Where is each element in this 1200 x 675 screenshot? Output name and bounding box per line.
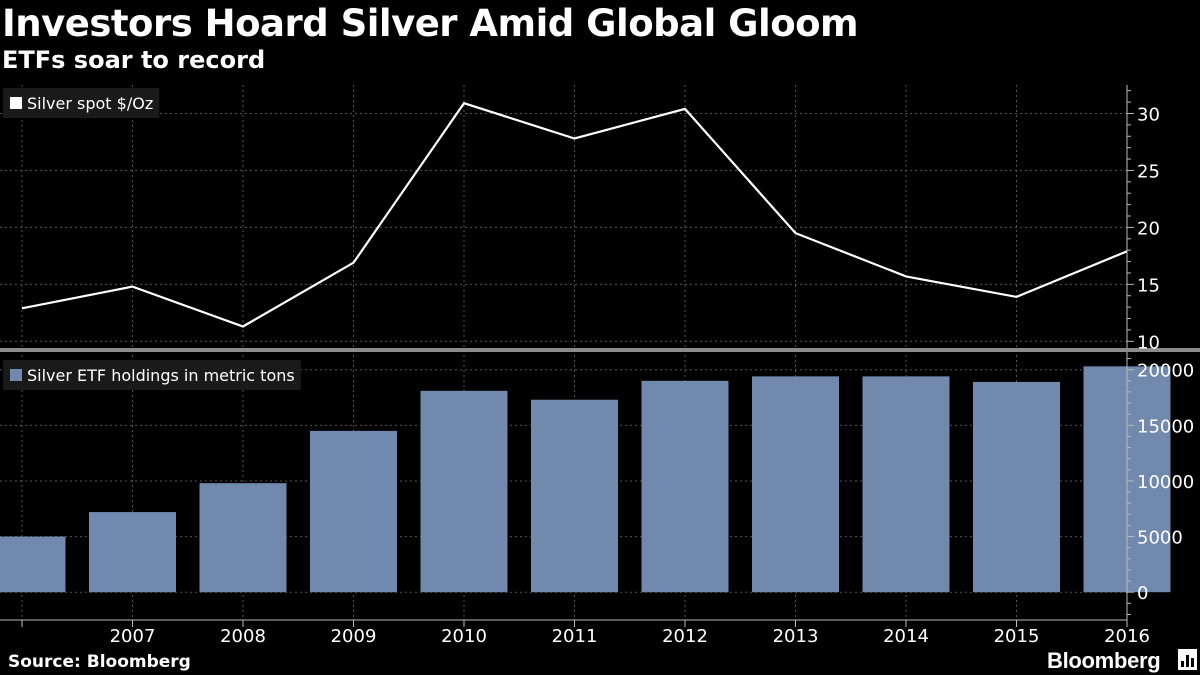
x-tick-label: 2014: [883, 626, 929, 647]
x-tick-label: 2010: [441, 626, 487, 647]
line-y-tick-label: 20: [1137, 218, 1160, 239]
holdings-bar: [531, 399, 618, 593]
bar-y-tick-label: 10000: [1137, 472, 1194, 493]
x-tick-label: 2011: [552, 626, 598, 647]
bar-legend-box: [3, 360, 301, 390]
x-tick-label: 2015: [994, 626, 1040, 647]
line-legend-label: Silver spot $/Oz: [27, 94, 153, 113]
holdings-bar: [199, 483, 287, 593]
panel-divider: [0, 348, 1200, 352]
chart-title: Investors Hoard Silver Amid Global Gloom: [2, 2, 859, 45]
holdings-bar: [89, 512, 176, 593]
bar-y-tick-label: 20000: [1137, 361, 1194, 382]
bar-y-tick-label: 5000: [1137, 528, 1183, 549]
holdings-bar: [862, 376, 950, 593]
chart-subtitle: ETFs soar to record: [2, 46, 266, 74]
holdings-bar: [420, 390, 508, 593]
bar-legend-label: Silver ETF holdings in metric tons: [27, 366, 295, 385]
x-tick-label: 2012: [662, 626, 708, 647]
x-tick-label: 2013: [773, 626, 819, 647]
silver-spot-line: [21, 101, 1128, 328]
line-legend-box: [3, 88, 160, 118]
holdings-bar: [752, 376, 839, 593]
line-y-tick-label: 10: [1137, 332, 1160, 353]
holdings-bar: [310, 430, 397, 593]
line-legend-swatch: [10, 97, 22, 109]
x-tick-label: 2007: [110, 626, 156, 647]
bar-y-tick-label: 15000: [1137, 416, 1194, 437]
holdings-bar: [641, 380, 729, 593]
holdings-bar: [973, 381, 1060, 593]
bar-legend-swatch: [10, 369, 22, 381]
x-tick-label: 2016: [1104, 626, 1150, 647]
line-y-tick-label: 15: [1137, 275, 1160, 296]
x-tick-label: 2008: [220, 626, 266, 647]
bloomberg-chart-icon: [1178, 649, 1197, 670]
source-note: Source: Bloomberg: [8, 652, 191, 672]
holdings-bar: [0, 536, 66, 593]
bloomberg-logo: Bloomberg: [1047, 648, 1161, 673]
line-y-tick-label: 25: [1137, 161, 1160, 182]
bar-y-tick-label: 0: [1137, 583, 1148, 604]
x-tick-label: 2009: [331, 626, 377, 647]
line-y-tick-label: 30: [1137, 104, 1160, 125]
